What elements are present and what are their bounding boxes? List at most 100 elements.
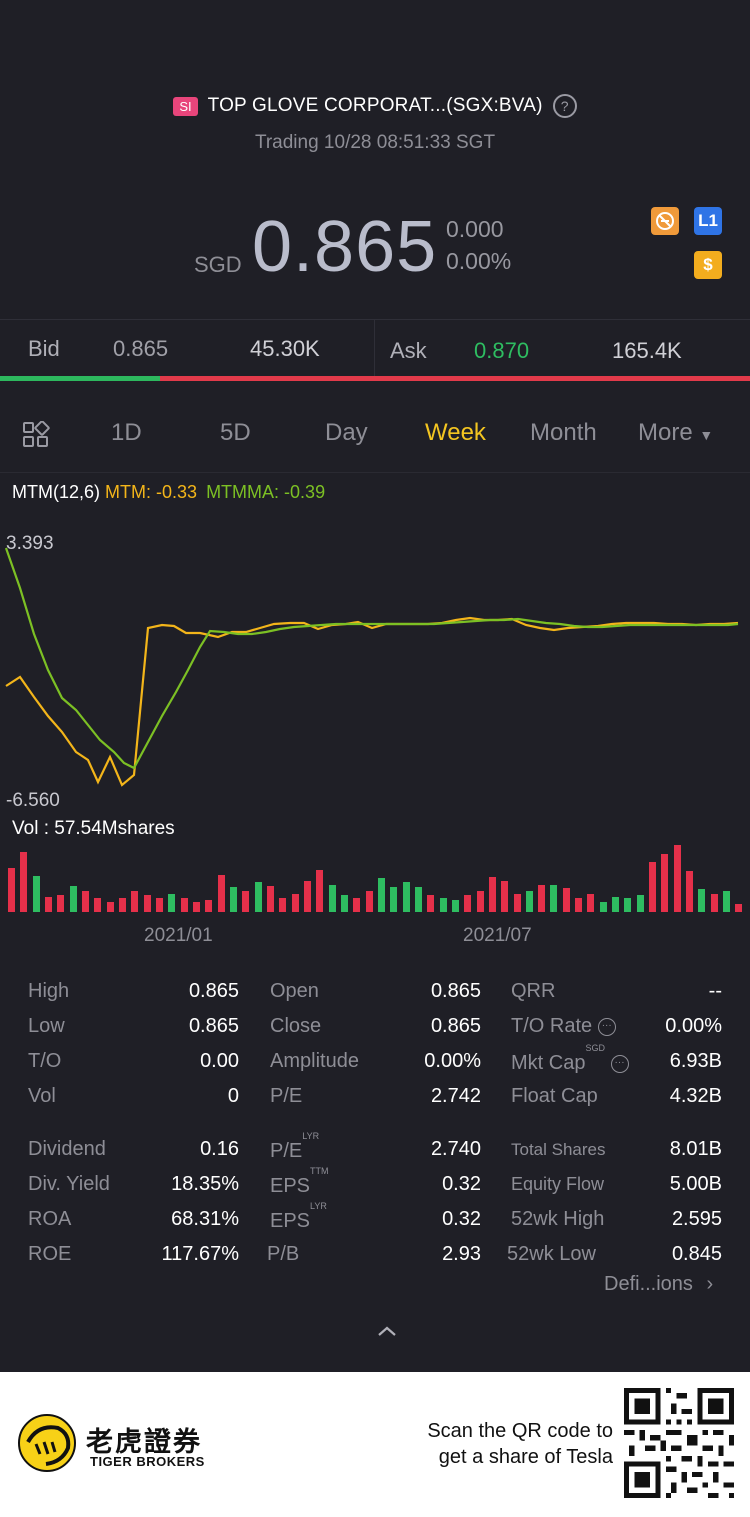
stat-label-text: EPS [270,1175,311,1197]
stat-sup: SGD [585,1043,605,1054]
stat-label-mkt-cap: Mkt CapSGD ··· [511,1043,629,1075]
mtm-value: MTM: -0.33 [105,482,198,502]
tab-more[interactable]: More ▼ [638,419,713,447]
indicator-name: MTM(12,6) [12,482,101,502]
mtm-min-label: -6.560 [6,790,60,811]
tab-more-label: More [638,419,693,446]
stat-label: High [28,980,70,1002]
stat-value: 0.00 [200,1050,239,1072]
stat-value: 2.740 [430,1138,481,1160]
grid-menu-icon[interactable] [22,420,50,454]
volume-label: Vol : 57.54Mshares [12,818,175,839]
info-icon[interactable]: ··· [610,1054,629,1073]
mtm-chart[interactable]: 3.393 -6.560 [0,520,750,820]
no-shorting-icon[interactable] [651,207,679,235]
stat-value: 5.00B [669,1173,722,1195]
bid-label: Bid [28,336,60,361]
stat-label: Amplitude [270,1050,359,1072]
stat-value: 8.01B [669,1138,722,1160]
stat-label-text: EPS [270,1210,311,1232]
qr-code[interactable] [624,1388,734,1498]
stat-label-text: P/E [270,1140,303,1162]
stat-value: 0.865 [430,980,481,1002]
price-change-pct: 0.00% [446,248,512,274]
stat-label: Total Shares [511,1140,606,1159]
stat-label: P/E [270,1085,303,1107]
stat-value: 0.00% [424,1050,481,1072]
stat-value: 6.93B [669,1050,722,1072]
tab-5d[interactable]: 5D [220,419,251,446]
stat-value: 0 [227,1085,239,1107]
stat-value: 0.32 [442,1173,481,1195]
ask-ratio-bar [160,376,750,381]
stat-value: -- [708,980,722,1002]
stat-value: 117.67% [161,1243,239,1265]
stat-label-eps-ttm: EPSTTM [270,1166,329,1198]
stat-label: Close [270,1015,322,1037]
chevron-right-icon: › [706,1273,714,1295]
ask-label: Ask [390,338,427,363]
stat-value: 2.595 [671,1208,722,1230]
stat-label: ROA [28,1208,72,1230]
stat-label: 52wk Low [507,1243,596,1265]
stat-value: 0.865 [188,1015,239,1037]
tab-day[interactable]: Day [325,419,368,446]
stat-sup: LYR [310,1201,327,1212]
date-label-jan: 2021/01 [144,925,213,946]
volume-bars [8,845,742,912]
promo-text-line1: Scan the QR code to [427,1420,613,1442]
bid-ask-divider [374,320,375,378]
stat-sup: LYR [302,1131,320,1142]
brand-name-en: TIGER BROKERS [90,1454,205,1469]
stat-label: QRR [511,980,556,1002]
stat-value: 0.845 [671,1243,722,1265]
stat-label: Equity Flow [511,1174,605,1194]
stock-title[interactable]: TOP GLOVE CORPORAT...(SGX:BVA) [207,95,543,116]
stat-value: 0.16 [200,1138,239,1160]
indicator-legend[interactable]: MTM(12,6) MTM: -0.33 MTMMA: -0.39 [12,482,325,503]
bid-ratio-bar [0,376,160,381]
mtm-max-label: 3.393 [6,533,54,554]
stat-value: 68.31% [171,1208,239,1230]
volume-chart[interactable]: 2021/01 2021/07 [0,840,750,950]
promo-footer[interactable]: 老虎證券 TIGER BROKERS Scan the QR code to g… [0,1372,750,1517]
help-icon[interactable]: ? [552,94,577,118]
stat-value: 0.00% [665,1015,722,1037]
mtm-line [5,616,739,787]
stat-label: Low [28,1015,65,1037]
tab-month[interactable]: Month [530,419,597,446]
definitions-label: Defi...ions [604,1273,693,1295]
stat-value: 0.32 [442,1208,481,1230]
stat-label: Float Cap [511,1085,598,1107]
bid-size: 45.30K [250,336,320,361]
ask-price: 0.870 [474,338,530,363]
tab-1d[interactable]: 1D [111,419,142,446]
period-tabs: 1D 5D Day Week Month More ▼ [0,393,750,473]
brand-name-cn: 老虎證券 [86,1427,202,1457]
tab-week[interactable]: Week [425,419,486,446]
last-price: 0.865 [252,207,438,287]
price-currency: SGD [194,252,242,277]
stat-value: 18.35% [171,1173,239,1195]
stat-value: 2.93 [442,1243,481,1265]
date-label-jul: 2021/07 [463,925,532,946]
stat-label: Dividend [28,1138,106,1160]
bid-ask-row[interactable]: Bid 0.865 45.30K Ask 0.870 165.4K [0,320,750,378]
dollar-icon[interactable]: $ [694,251,722,279]
mtmma-line [4,547,739,770]
info-icon[interactable]: ··· [597,1017,616,1036]
stat-value: 0.865 [188,980,239,1002]
stat-label-text: T/O Rate [511,1015,593,1037]
definitions-link[interactable]: Defi...ions › [604,1273,713,1296]
stat-sup: TTM [310,1166,329,1177]
stat-label-pe-lyr: P/ELYR [270,1131,319,1163]
stat-label-to-rate: T/O Rate ··· [511,1015,616,1038]
chevron-up-icon[interactable] [376,1318,398,1344]
price-change: 0.000 [446,216,504,242]
divider [0,319,750,320]
stat-label-eps-lyr: EPSLYR [270,1201,327,1233]
stat-value: 0.865 [430,1015,481,1037]
stat-value: 4.32B [669,1085,722,1107]
stat-label: Open [270,980,319,1002]
level1-icon[interactable]: L1 [694,207,722,235]
